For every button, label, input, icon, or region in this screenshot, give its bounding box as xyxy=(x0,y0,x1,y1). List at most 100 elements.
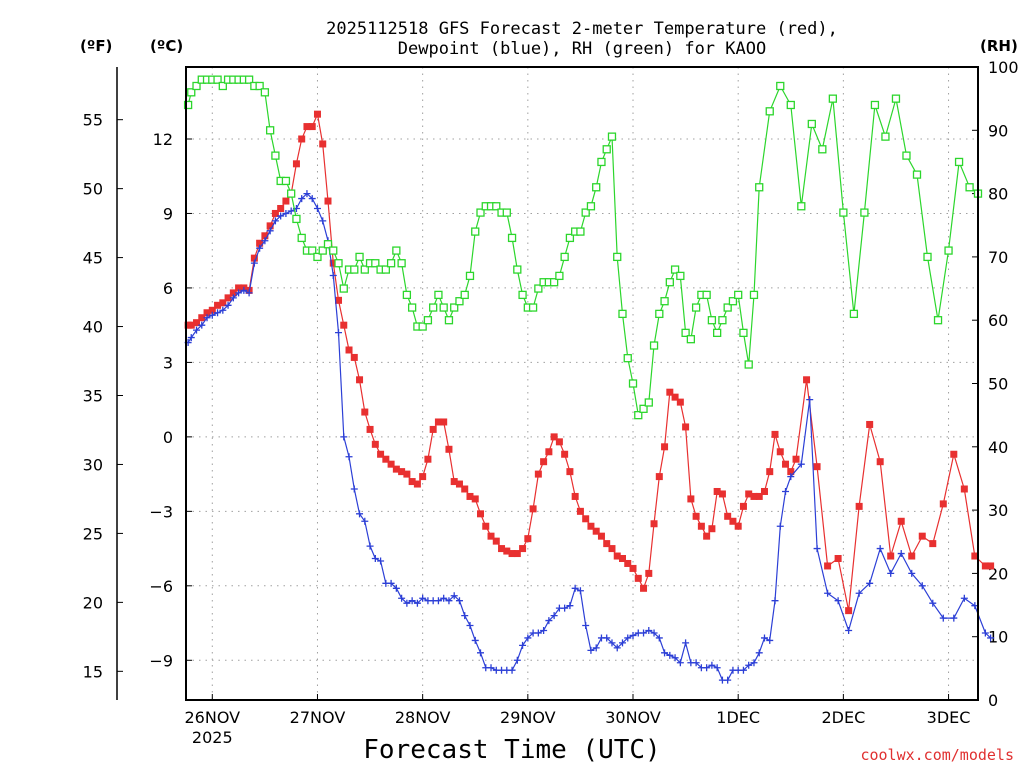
temperature-point xyxy=(366,425,374,433)
temperature-point xyxy=(292,160,300,168)
dewpoint-point xyxy=(261,237,269,245)
dewpoint-point xyxy=(855,589,863,597)
rh-point xyxy=(944,246,953,255)
temperature-point xyxy=(308,123,316,131)
rh-point xyxy=(691,303,701,312)
rh-point xyxy=(381,265,390,274)
dewpoint-point xyxy=(692,659,700,667)
dewpoint-point xyxy=(582,622,590,630)
temperature-point xyxy=(608,545,616,553)
fahrenheit-tick-label: 25 xyxy=(83,524,103,543)
rh-point xyxy=(592,183,601,192)
dewpoint-point xyxy=(445,597,453,605)
rh-point xyxy=(507,233,517,243)
rh-point xyxy=(681,328,690,338)
rh-point xyxy=(350,265,359,274)
chart-title: 2025112518 GFS Forecast 2-meter Temperat… xyxy=(326,19,838,59)
temperature-point xyxy=(313,110,321,118)
rh-point xyxy=(502,208,511,217)
rh-point xyxy=(397,259,406,268)
temperature-point xyxy=(193,319,201,327)
dewpoint-point xyxy=(713,664,721,672)
temperature-point xyxy=(282,197,290,205)
temperature-point xyxy=(214,301,222,309)
dewpoint-point xyxy=(834,597,842,605)
temperature-point xyxy=(734,522,742,530)
x-axis-title: Forecast Time (UTC) xyxy=(363,735,660,765)
temperature-point xyxy=(219,299,227,307)
rh-point xyxy=(528,303,538,312)
title-line-2: Dewpoint (blue), RH (green) for KAOO xyxy=(398,39,766,59)
dewpoint-point xyxy=(308,195,316,203)
dewpoint-point xyxy=(813,545,821,553)
dewpoint-point xyxy=(708,661,716,669)
temperature-point xyxy=(950,450,958,458)
fahrenheit-tick-label: 40 xyxy=(83,318,103,337)
dewpoint-point xyxy=(545,617,553,625)
temperature-point xyxy=(692,512,700,520)
rh-point xyxy=(602,145,611,154)
dewpoint-point xyxy=(650,629,658,637)
series-rh xyxy=(183,75,983,420)
title-line-1: 2025112518 GFS Forecast 2-meter Temperat… xyxy=(326,19,838,39)
rh-point xyxy=(392,246,401,255)
dewpoint-point xyxy=(250,259,258,267)
celsius-tick-label: 6 xyxy=(163,279,173,298)
temperature-point xyxy=(187,321,195,329)
dewpoint-point xyxy=(845,626,853,634)
temperature-point xyxy=(550,433,558,441)
rh-point xyxy=(260,88,270,97)
temperature-point xyxy=(466,492,474,500)
rh-point xyxy=(255,81,264,91)
fahrenheit-axis: 15 20 25 30 35 40 45 50 55 xyxy=(83,67,123,700)
rh-point xyxy=(723,303,732,312)
temperature-point xyxy=(587,522,595,530)
rh-point xyxy=(555,271,564,281)
rh-point xyxy=(465,271,475,281)
temperature-point xyxy=(256,239,264,247)
dewpoint-point xyxy=(434,597,442,605)
dewpoint-point xyxy=(187,334,195,342)
rh-tick-label: 60 xyxy=(988,311,1008,330)
temperature-point xyxy=(645,569,653,577)
rh-point xyxy=(749,290,759,300)
dewpoint-point xyxy=(608,639,616,647)
temperature-point xyxy=(561,450,569,458)
temperature-point xyxy=(350,353,358,361)
temperature-point xyxy=(340,321,348,329)
rh-point xyxy=(439,303,448,312)
dewpoint-point xyxy=(387,579,395,587)
rh-point xyxy=(807,119,816,129)
temperature-point xyxy=(498,545,506,553)
dewpoint-point xyxy=(356,510,364,518)
dewpoint-point xyxy=(776,522,784,530)
temperature-point xyxy=(750,492,758,500)
rh-point xyxy=(734,290,743,300)
rh-point xyxy=(739,328,748,338)
dewpoint-point xyxy=(471,636,479,644)
temperature-point xyxy=(482,522,490,530)
dewpoint-point xyxy=(750,659,758,667)
rh-point xyxy=(297,233,306,243)
dewpoint-point xyxy=(477,649,485,657)
dewpoint-point xyxy=(466,622,474,630)
dewpoint-point xyxy=(587,646,595,654)
temperature-point xyxy=(792,455,800,463)
dewpoint-point xyxy=(519,641,527,649)
dewpoint-point xyxy=(766,636,774,644)
temperature-point xyxy=(445,445,453,453)
dewpoint-point xyxy=(440,594,448,602)
rh-point xyxy=(318,246,327,255)
temperature-point xyxy=(960,485,968,493)
dewpoint-point xyxy=(240,286,248,294)
dewpoint-point xyxy=(782,487,790,495)
temperature-point xyxy=(335,296,343,304)
temperature-point xyxy=(708,525,716,533)
rh-point xyxy=(786,100,795,110)
dewpoint-point xyxy=(739,666,747,674)
rh-point xyxy=(644,398,653,407)
dewpoint-point xyxy=(392,584,400,592)
dewpoint-point xyxy=(256,244,264,252)
fahrenheit-tick-label: 45 xyxy=(83,249,103,268)
